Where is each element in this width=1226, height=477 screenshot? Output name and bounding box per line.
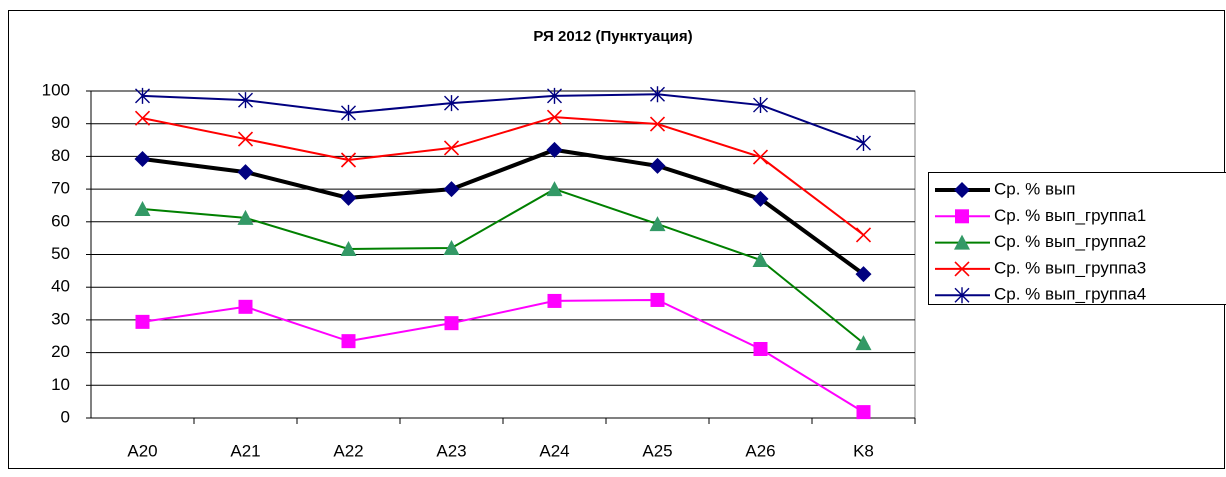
data-point [443, 181, 460, 198]
data-point [340, 152, 357, 168]
y-tick-label: 90 [51, 113, 70, 132]
y-tick-label: 100 [42, 80, 70, 99]
legend-marker [954, 234, 970, 250]
x-tick-label: A25 [642, 441, 672, 460]
chart-title: РЯ 2012 (Пунктуация) [533, 28, 692, 45]
series-line [142, 188, 865, 344]
data-point [752, 149, 769, 165]
data-point [753, 97, 768, 114]
x-tick-label: A24 [539, 441, 569, 460]
legend-marker [954, 182, 970, 198]
data-point [856, 405, 871, 420]
legend-label: Ср. % вып_группа3 [994, 258, 1146, 277]
data-point [443, 239, 460, 255]
data-point [546, 181, 563, 197]
data-point [650, 86, 665, 103]
data-point [135, 87, 150, 104]
data-point [340, 189, 357, 206]
y-tick-label: 40 [51, 277, 70, 296]
data-point [856, 134, 871, 151]
data-point [134, 151, 151, 168]
x-tick-label: A23 [436, 441, 466, 460]
data-point [238, 299, 253, 314]
data-point [547, 293, 562, 308]
data-point [135, 314, 150, 329]
data-point [444, 316, 459, 331]
data-point [649, 157, 666, 174]
data-point [444, 95, 459, 112]
y-tick-label: 10 [51, 375, 70, 394]
y-tick-label: 20 [51, 342, 70, 361]
data-point [547, 87, 562, 104]
data-point [649, 116, 666, 132]
data-point [134, 201, 151, 217]
data-point [237, 164, 254, 181]
data-point [855, 266, 872, 283]
data-point [546, 141, 563, 158]
series-line [142, 116, 865, 236]
legend-label: Ср. % вып_группа1 [994, 206, 1146, 225]
data-point [237, 209, 254, 225]
data-point [855, 227, 872, 243]
data-point [752, 252, 769, 268]
legend-marker [955, 209, 969, 224]
legend-marker [954, 261, 970, 277]
data-point [649, 216, 666, 232]
data-point [443, 140, 460, 156]
series-line [142, 298, 865, 413]
x-tick-label: A22 [333, 441, 363, 460]
x-tick-label: K8 [853, 441, 874, 460]
x-tick-label: A21 [230, 441, 260, 460]
data-point [134, 110, 151, 126]
data-point [753, 342, 768, 357]
data-point [855, 335, 872, 351]
data-point [340, 240, 357, 256]
y-tick-label: 0 [61, 407, 70, 426]
x-tick-label: A20 [127, 441, 157, 460]
legend-label: Ср. % вып_группа4 [994, 285, 1146, 304]
series-line [142, 147, 865, 276]
y-tick-label: 50 [51, 244, 70, 263]
series-line [142, 93, 864, 144]
legend-box [928, 172, 1226, 305]
legend-label: Ср. % вып [994, 179, 1075, 198]
data-point [341, 334, 356, 349]
x-tick-label: A26 [745, 441, 775, 460]
data-point [237, 131, 254, 147]
data-point [752, 190, 769, 207]
y-tick-label: 60 [51, 211, 70, 230]
data-point [238, 92, 253, 109]
data-point [546, 109, 563, 125]
y-tick-label: 80 [51, 146, 70, 165]
data-point [650, 292, 665, 307]
y-tick-label: 70 [51, 179, 70, 198]
legend-marker [954, 287, 970, 304]
legend-label: Ср. % вып_группа2 [994, 232, 1146, 251]
data-point [341, 104, 356, 121]
y-tick-label: 30 [51, 309, 70, 328]
